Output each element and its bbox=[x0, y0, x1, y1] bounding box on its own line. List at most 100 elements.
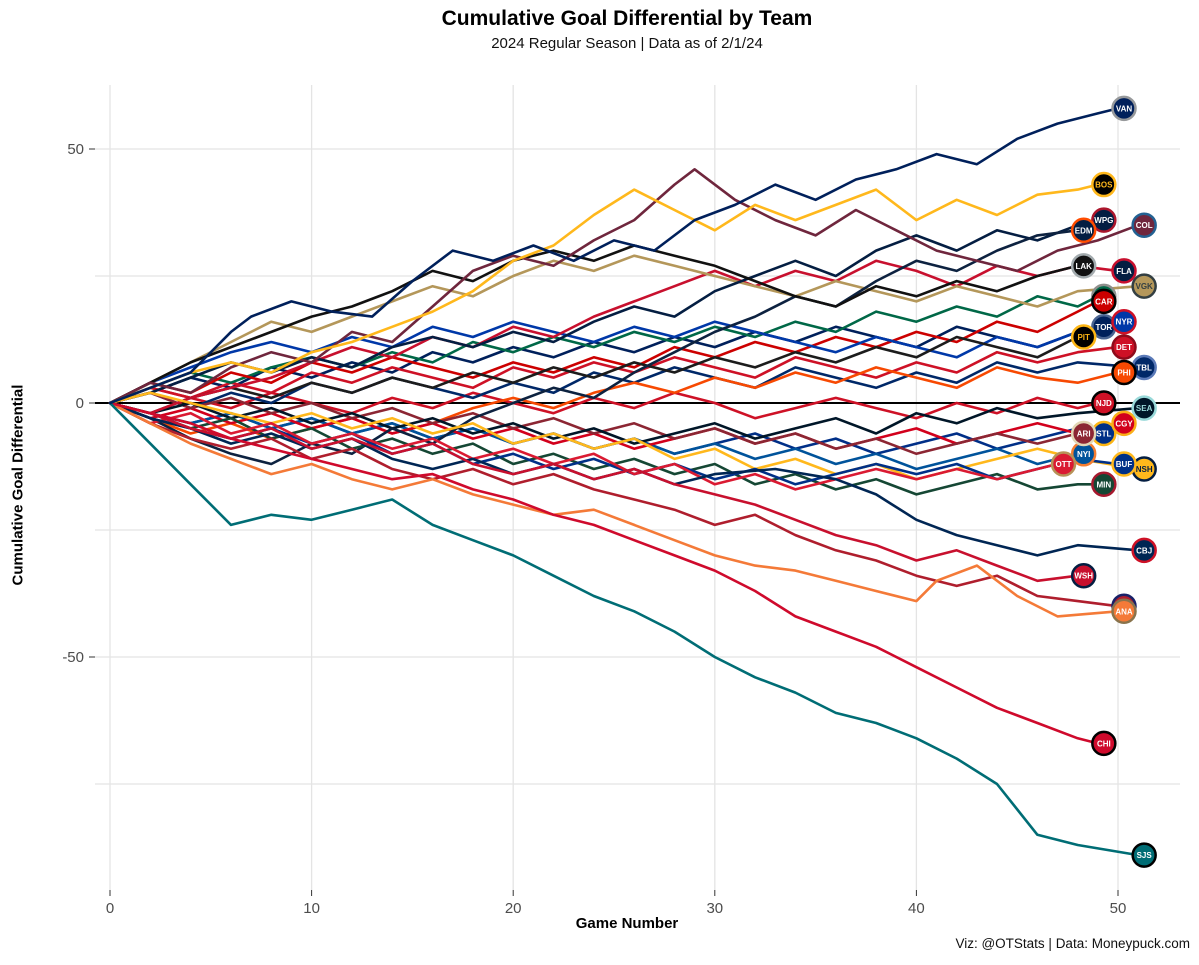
team-logo-abbr-COL: COL bbox=[1136, 221, 1153, 230]
line-VAN bbox=[108, 107, 1120, 405]
x-tick-label-30: 30 bbox=[706, 900, 723, 917]
chart-title: Cumulative Goal Differential by Team bbox=[441, 7, 813, 30]
chart-subtitle: 2024 Regular Season | Data as of 2/1/24 bbox=[491, 35, 763, 53]
x-tick-label-20: 20 bbox=[505, 900, 522, 917]
y-axis-title: Cumulative Goal Differential bbox=[9, 384, 27, 586]
team-logo-MIN: MIN bbox=[1091, 471, 1117, 498]
team-logo-abbr-FLA: FLA bbox=[1116, 267, 1132, 276]
team-logo-circle-BUF bbox=[1111, 451, 1137, 477]
team-logo-abbr-TBL: TBL bbox=[1136, 363, 1152, 372]
team-logo-abbr-EDM: EDM bbox=[1075, 226, 1093, 235]
team-logo-VAN: VAN bbox=[1111, 95, 1137, 122]
team-logo-abbr-CAR: CAR bbox=[1095, 297, 1113, 306]
team-logo-abbr-MIN: MIN bbox=[1097, 480, 1112, 489]
team-logo-PIT: PIT bbox=[1070, 324, 1097, 350]
team-logo-SEA: SEA bbox=[1131, 395, 1157, 421]
team-logo-abbr-NYR: NYR bbox=[1116, 318, 1133, 327]
line-VGK bbox=[108, 254, 1140, 405]
team-logo-abbr-TOR: TOR bbox=[1095, 323, 1112, 332]
team-logo-abbr-PIT: PIT bbox=[1077, 333, 1090, 342]
team-logo-CAR: CAR bbox=[1091, 288, 1117, 315]
team-logo-abbr-NYI: NYI bbox=[1077, 450, 1090, 459]
team-logo-abbr-BUF: BUF bbox=[1116, 460, 1133, 469]
line-BOS bbox=[108, 183, 1100, 405]
team-logo-circle-VGK bbox=[1131, 273, 1157, 299]
team-logo-FLA: FLA bbox=[1111, 258, 1137, 284]
team-logo-LAK: LAK bbox=[1070, 253, 1097, 279]
line-NYR bbox=[108, 320, 1120, 405]
team-logo-circle-COL bbox=[1131, 212, 1157, 238]
team-logo-circle-CGY bbox=[1111, 410, 1137, 437]
team-logo-NJD: NJD bbox=[1091, 390, 1117, 416]
team-logo-BUF: BUF bbox=[1111, 451, 1137, 477]
team-logo-circle-ARI bbox=[1070, 420, 1097, 447]
line-EDM bbox=[108, 229, 1079, 466]
team-logo-abbr-OTT: OTT bbox=[1056, 460, 1072, 469]
team-logo-abbr-ANA: ANA bbox=[1115, 607, 1133, 616]
line-ANA bbox=[108, 401, 1120, 618]
team-logo-VGK: VGK bbox=[1131, 273, 1157, 299]
team-logo-abbr-ARI: ARI bbox=[1077, 429, 1091, 438]
team-logo-circle-NJD bbox=[1091, 390, 1117, 416]
team-logo-circle-SJS bbox=[1131, 842, 1157, 868]
line-SJS bbox=[108, 401, 1140, 857]
team-logo-circle-CAR bbox=[1091, 288, 1117, 315]
team-logo-circle-VAN bbox=[1111, 95, 1137, 122]
team-logo-WSH: WSH bbox=[1070, 562, 1097, 589]
team-logo-abbr-BOS: BOS bbox=[1095, 181, 1113, 190]
team-logo-abbr-SEA: SEA bbox=[1136, 404, 1153, 413]
team-logo-abbr-LAK: LAK bbox=[1075, 262, 1092, 271]
team-logo-ANA: ANA bbox=[1111, 598, 1137, 625]
team-logo-abbr-SJS: SJS bbox=[1137, 851, 1153, 860]
chart-header: Cumulative Goal Differential by Team 202… bbox=[55, 6, 1199, 52]
team-logo-CGY: CGY bbox=[1111, 410, 1137, 437]
y-tick-label-50: 50 bbox=[67, 141, 84, 158]
team-logo-ARI: ARI bbox=[1070, 420, 1097, 447]
x-tick-label-0: 0 bbox=[106, 900, 114, 917]
team-logo-abbr-PHI: PHI bbox=[1117, 369, 1130, 378]
team-logo-circle-CHI bbox=[1091, 730, 1117, 757]
line-COL bbox=[108, 168, 1140, 405]
team-logo-OTT: OTT bbox=[1050, 451, 1077, 477]
line-CGY bbox=[108, 401, 1120, 450]
team-logo-circle-BOS bbox=[1091, 171, 1117, 198]
team-logo-circle-EDM bbox=[1070, 217, 1097, 244]
line-LAK bbox=[108, 244, 1079, 405]
team-logo-DET: DET bbox=[1111, 334, 1137, 360]
team-logo-EDM: EDM bbox=[1070, 217, 1097, 244]
team-logo-circle-PHI bbox=[1111, 359, 1137, 386]
y-tick-label-0: 0 bbox=[76, 395, 84, 412]
line-DAL bbox=[108, 295, 1100, 405]
y-tick-label--50: -50 bbox=[62, 649, 84, 666]
team-logo-abbr-WSH: WSH bbox=[1074, 572, 1093, 581]
team-logo-circle-NYR bbox=[1111, 308, 1137, 335]
line-MTL bbox=[108, 401, 1120, 608]
line-PIT bbox=[108, 335, 1079, 415]
team-logo-abbr-NJD: NJD bbox=[1096, 399, 1112, 408]
x-tick-label-10: 10 bbox=[303, 900, 320, 917]
team-logo-circle-SEA bbox=[1131, 395, 1157, 421]
team-logo-abbr-VAN: VAN bbox=[1116, 104, 1133, 113]
team-logo-circle-WPG bbox=[1091, 207, 1117, 233]
team-logo-circle-CBJ bbox=[1131, 537, 1157, 564]
line-OTT bbox=[108, 401, 1059, 491]
team-logo-abbr-VGK: VGK bbox=[1135, 282, 1153, 291]
team-logo-circle-WSH bbox=[1070, 562, 1097, 589]
team-logo-circle-ANA bbox=[1111, 598, 1137, 625]
line-SEA bbox=[108, 401, 1140, 445]
team-logo-SJS: SJS bbox=[1131, 842, 1157, 868]
x-tick-label-40: 40 bbox=[908, 900, 925, 917]
team-logo-abbr-NSH: NSH bbox=[1136, 465, 1153, 474]
line-DET bbox=[108, 345, 1120, 405]
team-logo-CBJ: CBJ bbox=[1131, 537, 1157, 564]
line-ARI bbox=[108, 391, 1079, 456]
team-logo-circle-MIN bbox=[1091, 471, 1117, 498]
team-logo-abbr-WPG: WPG bbox=[1094, 216, 1113, 225]
team-logo-abbr-DET: DET bbox=[1116, 343, 1132, 352]
x-tick-label-50: 50 bbox=[1110, 900, 1127, 917]
team-logo-COL: COL bbox=[1131, 212, 1157, 238]
team-logo-circle-FLA bbox=[1111, 258, 1137, 284]
team-logo-circle-DET bbox=[1111, 334, 1137, 360]
